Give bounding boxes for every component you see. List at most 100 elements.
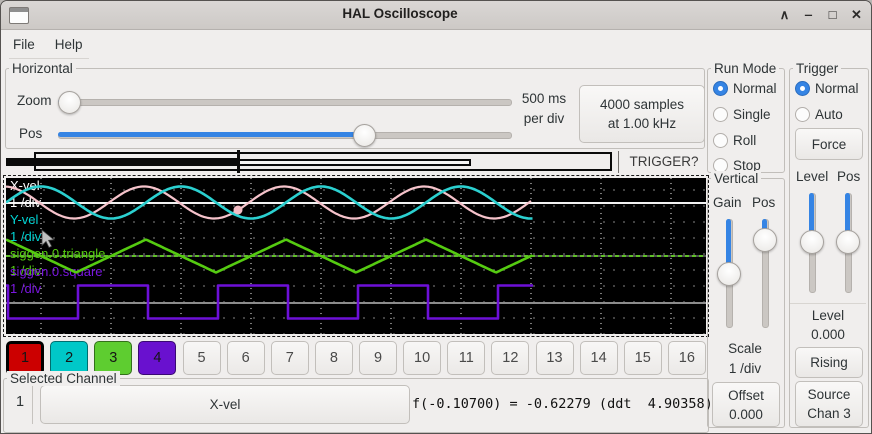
minimize-button[interactable]: ‒ — [804, 7, 813, 22]
trigger-pos-slider[interactable] — [836, 230, 860, 255]
channel-button-1[interactable]: 1 — [6, 341, 44, 375]
scope-channel-label-3: 1 /div — [10, 229, 42, 244]
selected-channel-frame — [3, 378, 709, 433]
trigger-source-value: Chan 3 — [807, 406, 851, 421]
scope-channel-label-7: 1 /div — [10, 281, 42, 296]
vertical-gain-slider[interactable] — [717, 261, 741, 286]
scope-waveforms — [6, 185, 534, 320]
trigger-pos-label: Pos — [837, 169, 861, 184]
vpos-label: Pos — [752, 195, 776, 210]
force-button-label: Force — [811, 136, 847, 152]
trigger-frame-label: Trigger — [793, 61, 842, 76]
gain-label: Gain — [713, 195, 742, 210]
shade-button[interactable]: ∧ — [779, 7, 790, 22]
offset-button[interactable]: Offset 0.000 — [712, 382, 780, 427]
horizontal-pos-slider-fill — [58, 132, 364, 137]
vertical-pos-slider[interactable] — [753, 227, 777, 252]
hpos-label: Pos — [19, 126, 43, 141]
maximize-button[interactable]: □ — [828, 7, 837, 22]
channel-button-14[interactable]: 14 — [579, 341, 618, 375]
channel-baseline-2 — [6, 255, 706, 257]
menu-help[interactable]: Help — [54, 36, 83, 52]
channel-button-5[interactable]: 5 — [182, 341, 221, 375]
run-mode-option-single[interactable]: Single — [713, 107, 771, 122]
trigger-level-slider-fill — [808, 193, 814, 242]
window-icon[interactable] — [9, 7, 29, 24]
channel-button-4[interactable]: 4 — [138, 341, 177, 375]
channel-button-6[interactable]: 6 — [226, 341, 265, 375]
scope-channel-label-6: siggen.0.square — [10, 264, 103, 279]
window-controls: ∧ ‒ □ ✕ — [776, 5, 865, 24]
run-mode-frame-label: Run Mode — [711, 61, 780, 76]
run-mode-label-stop: Stop — [733, 158, 761, 173]
horizontal-zoom-slider-track[interactable] — [58, 99, 512, 106]
vertical-gain-slider-fill — [725, 219, 731, 273]
trigger-level-readout-value: 0.000 — [811, 327, 845, 342]
offset-button-value: 0.000 — [729, 406, 763, 422]
cursor-readout: f(-0.10700) = -0.62279 (ddt 4.90358) — [412, 396, 713, 412]
trigger-source-button[interactable]: Source Chan 3 — [795, 381, 863, 427]
run-mode-option-stop[interactable]: Stop — [713, 158, 761, 173]
trigger-level-readout-label: Level — [811, 308, 845, 323]
close-button[interactable]: ✕ — [851, 7, 862, 22]
cursor-marker[interactable] — [233, 205, 243, 215]
scale-label: Scale — [728, 341, 762, 356]
horizontal-zoom-slider[interactable] — [58, 91, 81, 114]
force-trigger-button[interactable]: Force — [795, 128, 863, 160]
title-bar[interactable]: HAL Oscilloscope ∧ ‒ □ ✕ — [1, 1, 871, 30]
channel-button-7[interactable]: 7 — [270, 341, 309, 375]
channel-button-11[interactable]: 11 — [447, 341, 486, 375]
run-mode-radio-single[interactable] — [713, 107, 728, 122]
trigger-level-slider[interactable] — [800, 230, 824, 255]
record-window-box — [34, 152, 612, 171]
run-mode-label-normal: Normal — [733, 81, 777, 96]
vertical-frame-label: Vertical — [711, 171, 762, 186]
trigger-source-label: Source — [807, 387, 851, 402]
trigger-level-label: Level — [796, 169, 829, 184]
scope-channel-label-5: 1 /div — [10, 263, 42, 278]
channel-button-8[interactable]: 8 — [314, 341, 353, 375]
trigger-edge-button[interactable]: Rising — [795, 347, 863, 378]
menu-file[interactable]: File — [13, 36, 35, 52]
trigger-mode-option-auto[interactable]: Auto — [795, 107, 843, 122]
record-progress-bar — [6, 158, 238, 166]
time-per-div-value: 500 ms — [521, 91, 567, 106]
run-mode-label-single: Single — [733, 107, 771, 122]
channel-source-button[interactable]: X-vel — [40, 385, 410, 424]
channel-button-13[interactable]: 13 — [535, 341, 574, 375]
channel-button-15[interactable]: 15 — [623, 341, 662, 375]
scale-value: 1 /div — [728, 361, 762, 376]
sample-rate-button[interactable]: 4000 samples at 1.00 kHz — [579, 85, 705, 143]
mouse-cursor-icon — [41, 229, 56, 249]
selected-channel-frame-label: Selected Channel — [7, 371, 120, 386]
channel-button-2[interactable]: 2 — [50, 341, 89, 375]
menu-bar: File Help — [1, 30, 871, 58]
scope-display[interactable]: X-vel 1 /div Y-vel 1 /div siggen.0.triangle 1… — [3, 175, 709, 337]
trigger-mode-label-auto: Auto — [815, 107, 843, 122]
offset-button-label: Offset — [728, 387, 764, 403]
channel-button-16[interactable]: 16 — [667, 341, 706, 375]
window-title: HAL Oscilloscope — [342, 6, 458, 21]
run-mode-option-normal[interactable]: Normal — [713, 81, 777, 96]
run-mode-radio-roll[interactable] — [713, 133, 728, 148]
channel-button-9[interactable]: 9 — [359, 341, 397, 375]
channel-source-name: X-vel — [209, 397, 241, 412]
trigger-status-label: TRIGGER? — [629, 154, 699, 169]
sample-rate: at 1.00 kHz — [607, 116, 677, 131]
trigger-mode-radio-auto[interactable] — [795, 107, 810, 122]
run-mode-option-roll[interactable]: Roll — [713, 133, 756, 148]
selected-channel-separator — [32, 384, 33, 424]
selected-channel-number: 1 — [15, 394, 25, 410]
channel-button-row: 1 2 3 4 5 6 7 8 9 10 11 12 13 14 15 16 — [6, 341, 706, 375]
channel-button-10[interactable]: 10 — [403, 341, 442, 375]
trigger-mode-radio-normal[interactable] — [795, 81, 810, 96]
channel-button-12[interactable]: 12 — [491, 341, 530, 375]
horizontal-pos-slider[interactable] — [353, 124, 377, 147]
trigger-edge-label: Rising — [810, 355, 848, 370]
channel-button-3[interactable]: 3 — [94, 341, 133, 375]
run-mode-radio-normal[interactable] — [713, 81, 728, 96]
record-bar-separator — [618, 151, 619, 173]
trigger-pos-slider-fill — [844, 193, 850, 242]
trigger-mode-option-normal[interactable]: Normal — [795, 81, 859, 96]
